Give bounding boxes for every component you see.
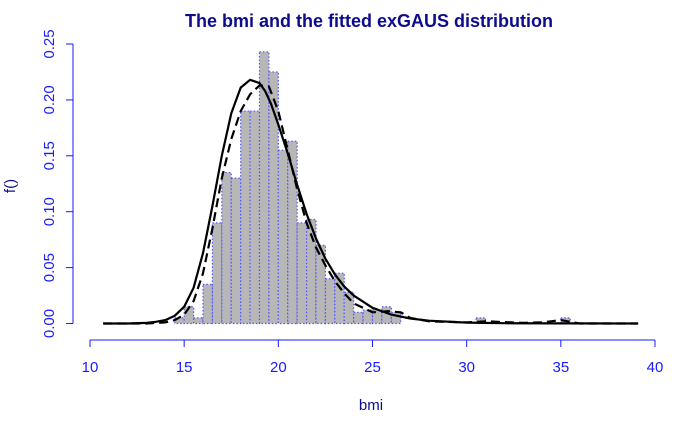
histogram-bar-2 bbox=[192, 317, 204, 325]
y-axis: 0.00 0.05 0.10 0.15 0.20 0.25 bbox=[41, 29, 74, 338]
histogram-bar-16 bbox=[324, 278, 336, 325]
x-tick-label-40: 40 bbox=[647, 359, 664, 376]
chart-title: The bmi and the fitted exGAUS distributi… bbox=[185, 11, 553, 31]
x-tick-label-20: 20 bbox=[270, 359, 287, 376]
y-tick-label-0.15: 0.15 bbox=[41, 141, 58, 170]
histogram-bar-8 bbox=[249, 110, 261, 325]
histogram-bars bbox=[174, 51, 571, 325]
fitted-curve-solid bbox=[103, 78, 639, 325]
x-tick-label-15: 15 bbox=[176, 359, 193, 376]
fitted-curve-dashed bbox=[103, 84, 639, 325]
fitted-curves bbox=[103, 78, 639, 325]
histogram-bar-15 bbox=[315, 244, 327, 325]
histogram-bar-11 bbox=[277, 149, 289, 325]
x-axis-label: bmi bbox=[359, 397, 383, 414]
histogram-bar-9 bbox=[258, 51, 270, 325]
y-axis-label: f() bbox=[2, 179, 19, 193]
y-tick-label-0.05: 0.05 bbox=[41, 253, 58, 282]
histogram-bar-13 bbox=[296, 222, 308, 325]
histogram-bar-4 bbox=[211, 222, 223, 325]
histogram-bar-6 bbox=[230, 177, 242, 325]
y-tick-label-0.25: 0.25 bbox=[41, 29, 58, 58]
y-tick-label-0.10: 0.10 bbox=[41, 197, 58, 226]
x-tick-label-35: 35 bbox=[552, 359, 569, 376]
histogram-bar-14 bbox=[305, 218, 317, 325]
x-axis: 10 15 20 25 30 35 40 bbox=[82, 339, 664, 376]
x-tick-label-10: 10 bbox=[82, 359, 99, 376]
histogram-bar-19 bbox=[353, 311, 364, 325]
y-tick-label-0.20: 0.20 bbox=[41, 85, 58, 114]
histogram-bar-7 bbox=[240, 110, 251, 325]
x-tick-label-25: 25 bbox=[364, 359, 381, 376]
histogram-bar-17 bbox=[334, 272, 345, 325]
histogram-bar-10 bbox=[268, 71, 279, 325]
histogram-bar-5 bbox=[221, 171, 232, 325]
y-tick-label-0.00: 0.00 bbox=[41, 309, 58, 338]
histogram-bar-3 bbox=[202, 283, 214, 325]
histogram-bar-12 bbox=[287, 140, 298, 325]
x-tick-label-30: 30 bbox=[458, 359, 475, 376]
